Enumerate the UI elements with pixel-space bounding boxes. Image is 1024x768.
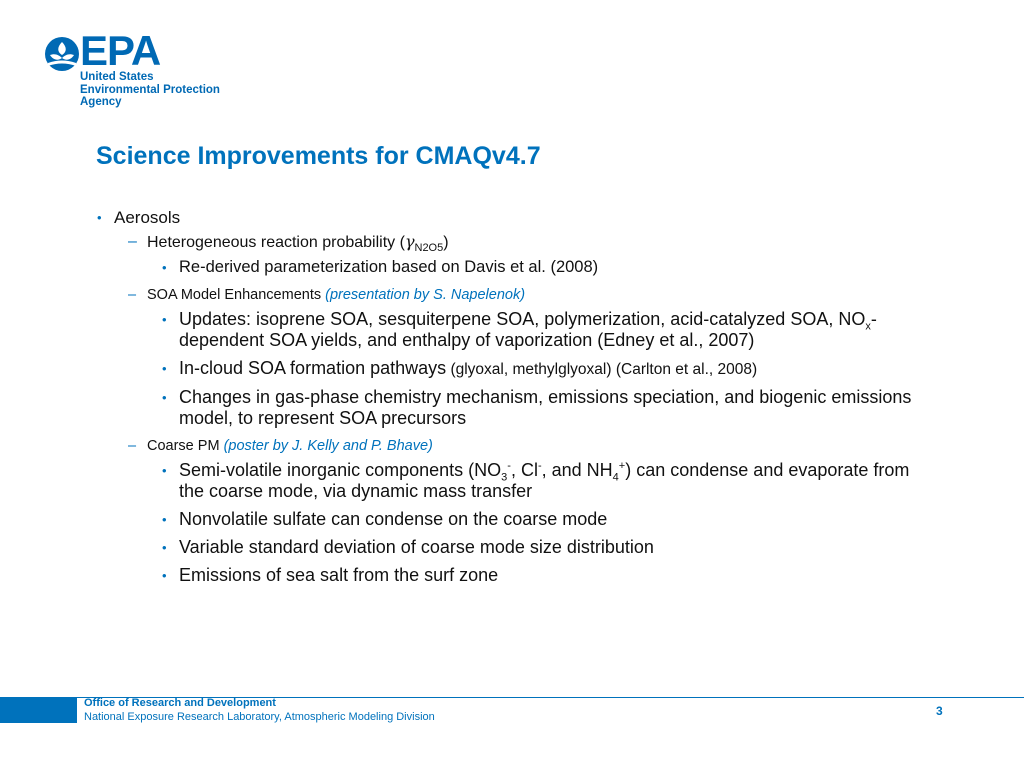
agency-line-3: Agency — [80, 96, 122, 108]
bullet-nonvolatile-sulfate: Nonvolatile sulfate can condense on the … — [96, 509, 926, 530]
page-number: 3 — [936, 704, 943, 718]
bullet-incloud-soa: In-cloud SOA formation pathways (glyoxal… — [96, 358, 926, 380]
footer-office: Office of Research and Development — [84, 697, 276, 709]
bullet-heterogeneous: Heterogeneous reaction probability (γN2O… — [96, 232, 926, 254]
slide-title: Science Improvements for CMAQv4.7 — [96, 142, 541, 170]
bullet-semi-volatile: Semi-volatile inorganic components (NO3-… — [96, 460, 926, 502]
bullet-soa-updates: Updates: isoprene SOA, sesquiterpene SOA… — [96, 309, 926, 351]
bullet-sea-salt: Emissions of sea salt from the surf zone — [96, 565, 926, 586]
bullet-variable-std-dev: Variable standard deviation of coarse mo… — [96, 537, 926, 558]
epa-flower-icon — [45, 37, 79, 71]
footer-rule — [0, 697, 1024, 698]
footer-lab: National Exposure Research Laboratory, A… — [84, 711, 435, 723]
epa-wordmark: EPA — [80, 27, 161, 74]
agency-line-1: United States — [80, 71, 154, 83]
footer-accent-block — [0, 697, 77, 723]
bullet-list: Aerosols Heterogeneous reaction probabil… — [96, 207, 926, 593]
bullet-soa-model: SOA Model Enhancements (presentation by … — [96, 285, 926, 305]
bullet-gas-phase-changes: Changes in gas-phase chemistry mechanism… — [96, 387, 926, 429]
epa-logo: EPA United States Environmental Protecti… — [44, 30, 244, 116]
bullet-aerosols: Aerosols — [96, 207, 926, 229]
coarse-poster-credit: (poster by J. Kelly and P. Bhave) — [223, 438, 433, 454]
agency-line-2: Environmental Protection — [80, 83, 220, 96]
agency-name: United States Environmental Protection A… — [80, 71, 220, 109]
soa-presentation-credit: (presentation by S. Napelenok) — [325, 287, 526, 303]
bullet-rederived: Re-derived parameterization based on Dav… — [96, 257, 926, 278]
bullet-coarse-pm: Coarse PM (poster by J. Kelly and P. Bha… — [96, 436, 926, 456]
